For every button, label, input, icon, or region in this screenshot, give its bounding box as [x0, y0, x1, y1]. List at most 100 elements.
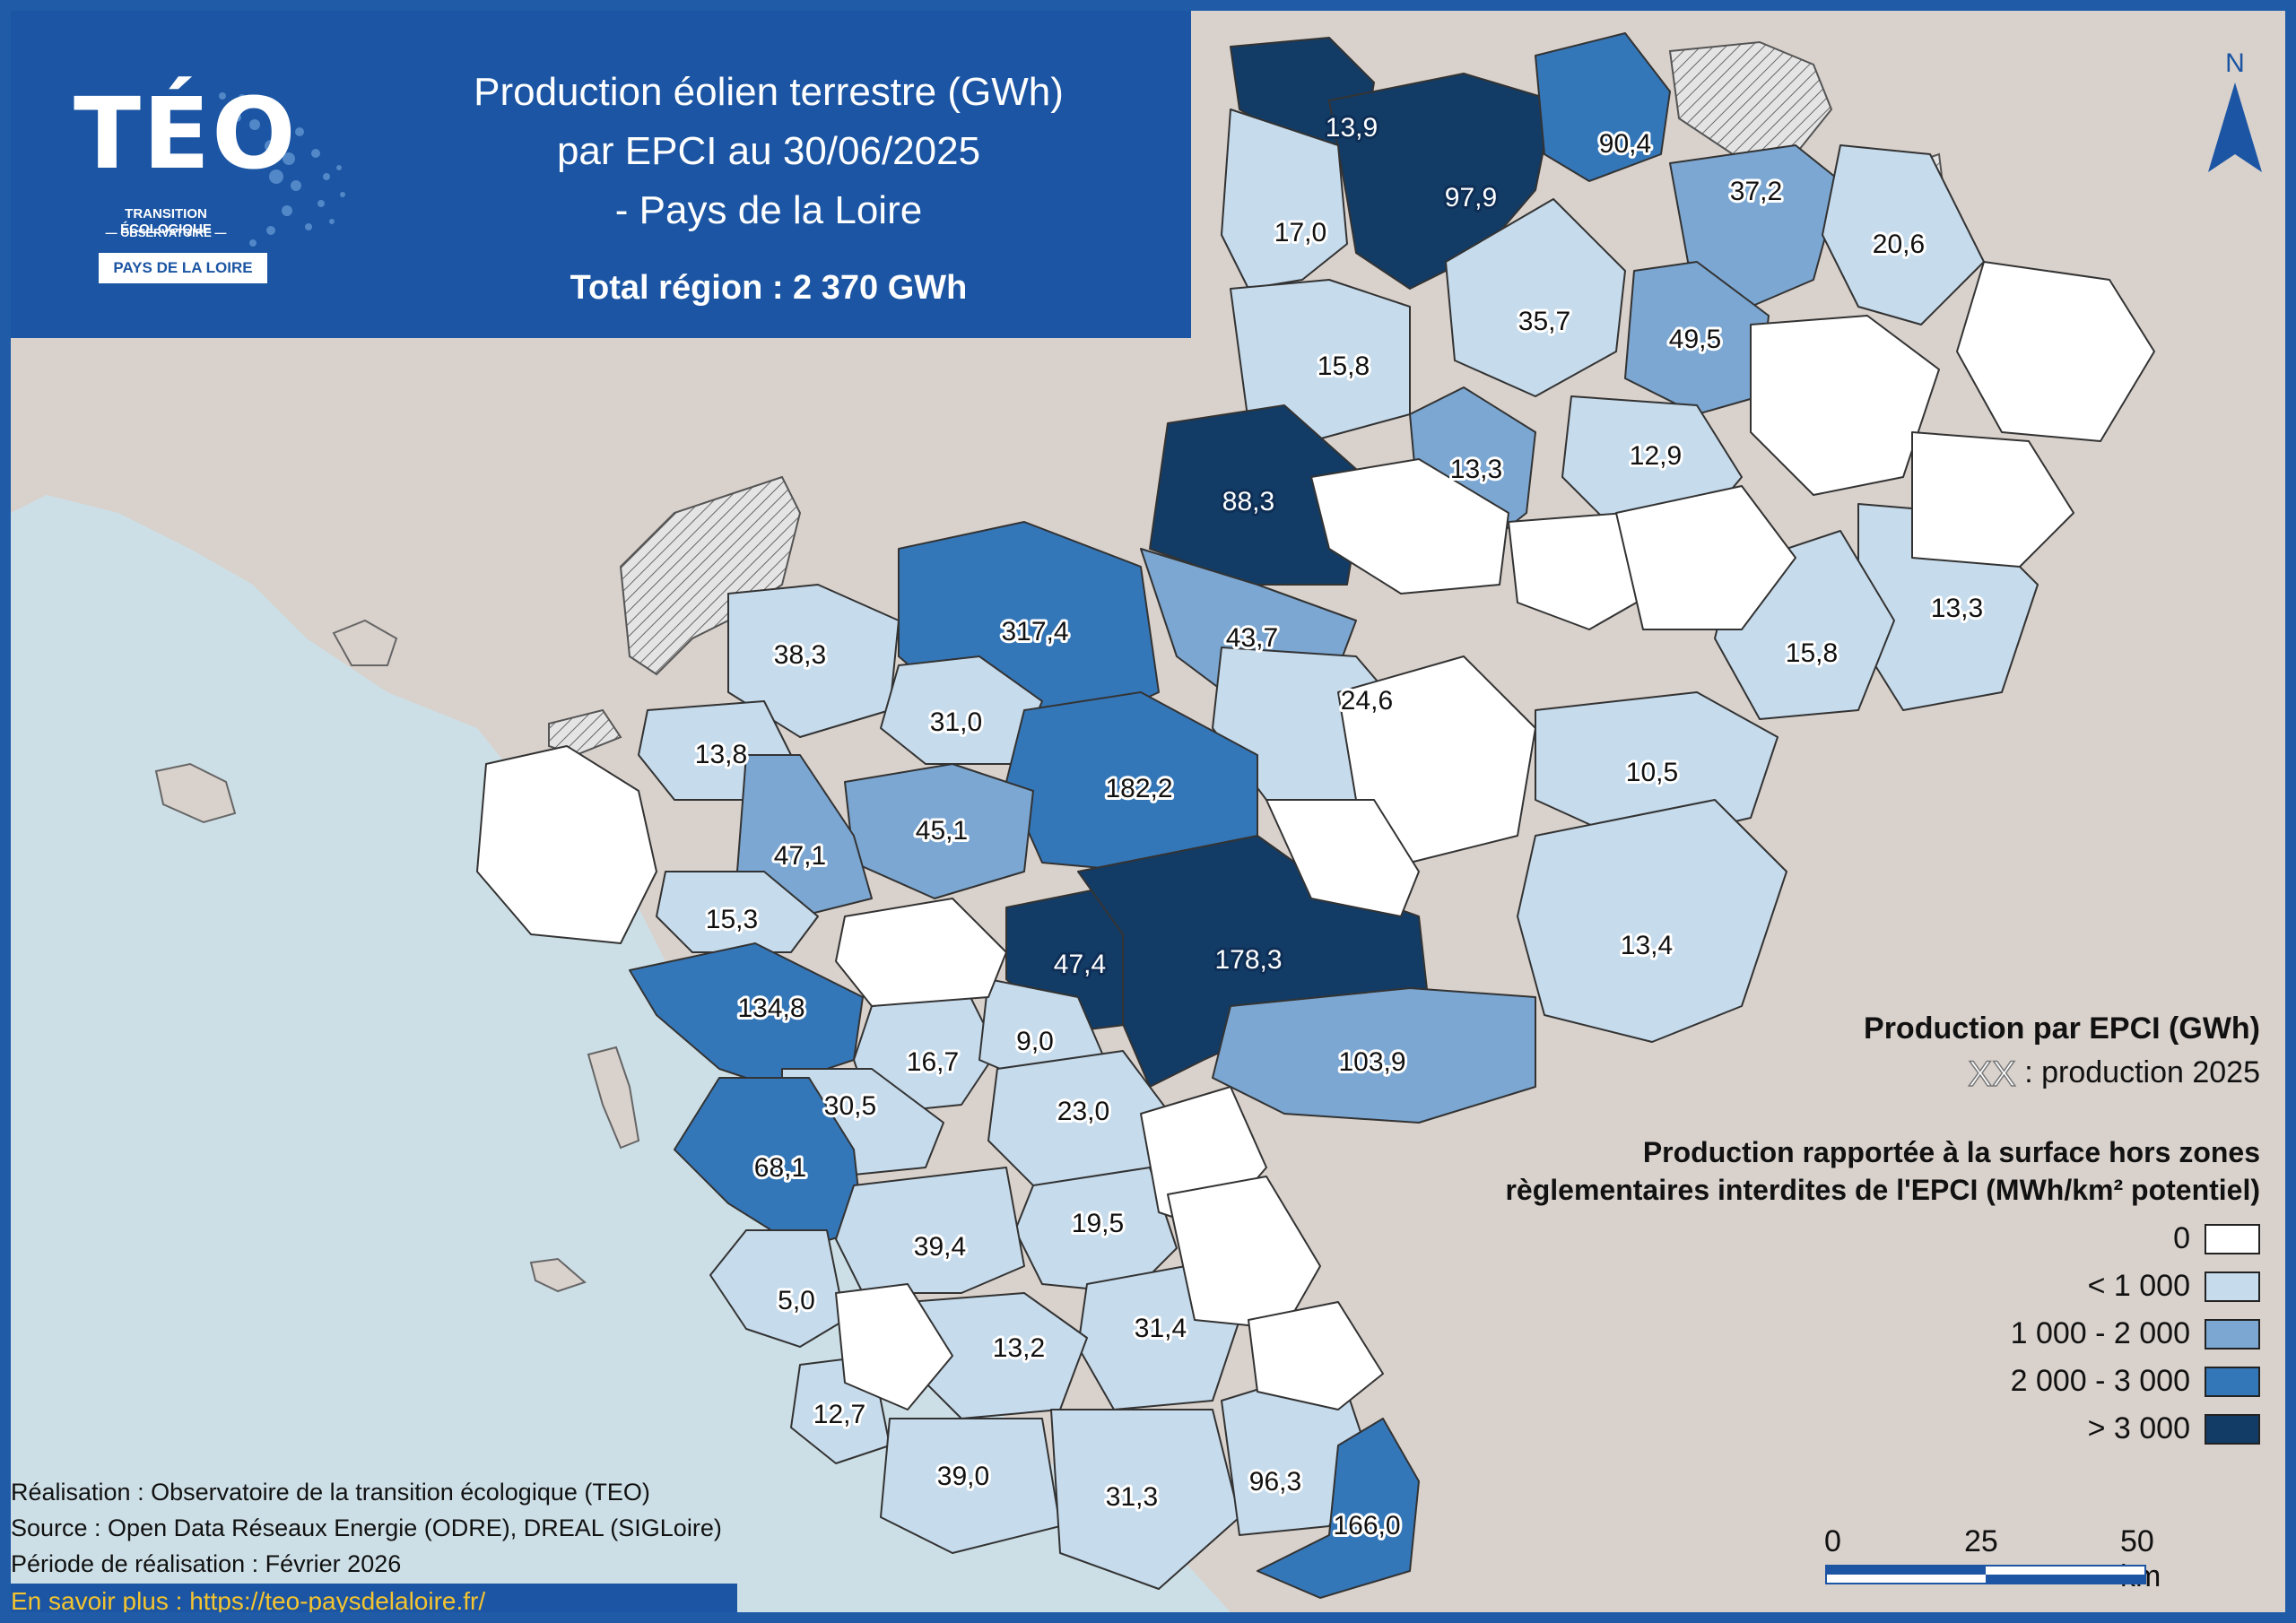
legend-class-1: < 1 000	[1363, 1269, 2260, 1304]
epci-label: 317,4	[1001, 617, 1068, 647]
title-line-1: Production éolien terrestre (GWh)	[474, 70, 1064, 114]
link-box	[11, 1584, 737, 1612]
epci-label: 13,4	[1621, 931, 1673, 960]
credits-line-3: Période de réalisation : Février 2026	[11, 1550, 402, 1577]
teo-logo-dots	[219, 92, 345, 247]
island	[529, 1257, 587, 1293]
epci-label: 10,5	[1626, 758, 1678, 787]
epci-area[interactable]	[1669, 144, 1841, 308]
legend-class-3: 2 000 - 3 000	[1363, 1364, 2260, 1399]
legend-swatch	[2205, 1413, 2260, 1445]
credits: Réalisation : Observatoire de la transit…	[11, 1474, 722, 1582]
epci-label: 97,9	[1445, 183, 1497, 213]
epci-label: 68,1	[754, 1153, 806, 1183]
legend-subtitle-line-2: règlementaires interdites de l'EPCI (MWh…	[1505, 1174, 2260, 1206]
epci-label: 47,4	[1054, 950, 1106, 979]
logo-text: TÉO	[74, 76, 298, 191]
epci-label: 13,3	[1450, 455, 1502, 484]
epci-area[interactable]	[1517, 799, 1787, 1043]
epci-label: 19,5	[1072, 1209, 1124, 1238]
north-arrow-icon: N	[2208, 48, 2262, 172]
epci-label: 13,9	[1326, 113, 1378, 143]
epci-label: 30,5	[824, 1091, 876, 1121]
epci-label: 5,0	[778, 1286, 815, 1315]
scale-label-25: 25	[1964, 1524, 1998, 1558]
legend-swatch	[2205, 1271, 2260, 1302]
epci-area[interactable]	[709, 1229, 846, 1348]
epci-area[interactable]	[1257, 1418, 1420, 1599]
svg-text:XX: XX	[1969, 1057, 2016, 1089]
scale-bar-graphic	[1825, 1565, 2146, 1584]
epci-label: 31,0	[930, 707, 982, 737]
hatch-symbol-icon: XX	[1968, 1057, 2017, 1089]
epci-label: 23,0	[1057, 1097, 1109, 1126]
epci-label: 20,6	[1873, 230, 1925, 259]
legend-class-2: 1 000 - 2 000	[1363, 1316, 2260, 1351]
title-line-3: - Pays de la Loire	[614, 188, 923, 232]
epci-area[interactable]	[674, 1077, 864, 1249]
legend-class-label: 0	[2173, 1221, 2190, 1255]
epci-label: 38,3	[774, 640, 826, 670]
title-box: TÉO TRANSITION ÉCOLOGIQUE — OBSERVATOIRE…	[11, 11, 1191, 338]
epci-area[interactable]	[1050, 1409, 1240, 1590]
epci-label: 12,9	[1630, 441, 1682, 471]
epci-label: 47,1	[774, 841, 826, 871]
epci-label: 88,3	[1222, 487, 1274, 516]
north-label: N	[2225, 48, 2245, 78]
epci-area[interactable]	[1822, 144, 1985, 325]
epci-label: 39,0	[937, 1462, 989, 1491]
epci-label: 45,1	[916, 816, 968, 846]
epci-label: 103,9	[1338, 1047, 1405, 1077]
epci-area[interactable]	[656, 871, 819, 953]
epci-label: 12,7	[813, 1400, 865, 1429]
legend: Production par EPCI (GWh) XX : productio…	[1363, 1011, 2260, 1446]
island	[332, 619, 398, 666]
epci-label: 31,3	[1106, 1482, 1158, 1512]
legend-class-label: > 3 000	[2087, 1411, 2190, 1445]
logo-subtitle: TRANSITION ÉCOLOGIQUE	[120, 206, 212, 237]
epci-map: 13,9 97,9 90,4 17,0 37,2 20,6 35,7 49,5 …	[11, 32, 2155, 1612]
epci-label: 9,0	[1016, 1027, 1054, 1056]
legend-swatch	[2205, 1318, 2260, 1350]
credits-line-2: Source : Open Data Réseaux Energie (ODRE…	[11, 1515, 722, 1541]
epci-label: 24,6	[1341, 686, 1393, 716]
legend-hatch-row: XX : production 2025	[1363, 1055, 2260, 1090]
epci-area[interactable]	[1535, 32, 1671, 182]
island	[587, 1046, 640, 1150]
scale-label-0: 0	[1824, 1524, 1841, 1558]
legend-class-4: > 3 000	[1363, 1411, 2260, 1446]
map-frame: 13,9 97,9 90,4 17,0 37,2 20,6 35,7 49,5 …	[11, 11, 2285, 1612]
legend-swatch	[2205, 1223, 2260, 1254]
more-info-link[interactable]: En savoir plus : https://teo-paysdelaloi…	[11, 1587, 486, 1612]
epci-label: 15,8	[1318, 352, 1370, 381]
legend-subtitle: Production rapportée à la surface hors z…	[1363, 1133, 2260, 1209]
epci-area[interactable]	[835, 1167, 1025, 1294]
region-total: Total région : 2 370 GWh	[570, 269, 968, 307]
epci-area[interactable]	[1221, 108, 1348, 290]
legend-subtitle-line-1: Production rapportée à la surface hors z…	[1642, 1136, 2260, 1168]
epci-label: 96,3	[1249, 1467, 1301, 1497]
legend-title: Production par EPCI (GWh)	[1864, 1011, 2260, 1046]
island	[154, 762, 237, 824]
epci-label: 43,7	[1226, 623, 1278, 653]
epci-area[interactable]	[1149, 404, 1366, 586]
epci-area[interactable]	[880, 1418, 1061, 1554]
epci-label: 16,7	[907, 1047, 959, 1077]
epci-label: 15,8	[1786, 638, 1838, 668]
legend-hatch-label: : production 2025	[2024, 1055, 2260, 1089]
epci-label: 35,7	[1518, 307, 1570, 336]
legend-class-label: 2 000 - 3 000	[2010, 1364, 2190, 1398]
epci-label: 178,3	[1214, 945, 1282, 975]
epci-label: 166,0	[1333, 1511, 1400, 1541]
epci-area[interactable]	[1212, 987, 1536, 1124]
epci-label: 39,4	[914, 1232, 966, 1262]
legend-class-0: 0	[1363, 1221, 2260, 1256]
epci-label: 17,0	[1274, 218, 1326, 247]
legend-swatch	[2205, 1366, 2260, 1397]
epci-area[interactable]	[1445, 198, 1626, 397]
logo-subtitle-2: — OBSERVATOIRE —	[105, 226, 227, 239]
hatched-area	[548, 708, 622, 757]
epci-label: 31,4	[1135, 1314, 1187, 1343]
epci-label: 37,2	[1730, 177, 1782, 206]
epci-label: 90,4	[1599, 129, 1651, 159]
